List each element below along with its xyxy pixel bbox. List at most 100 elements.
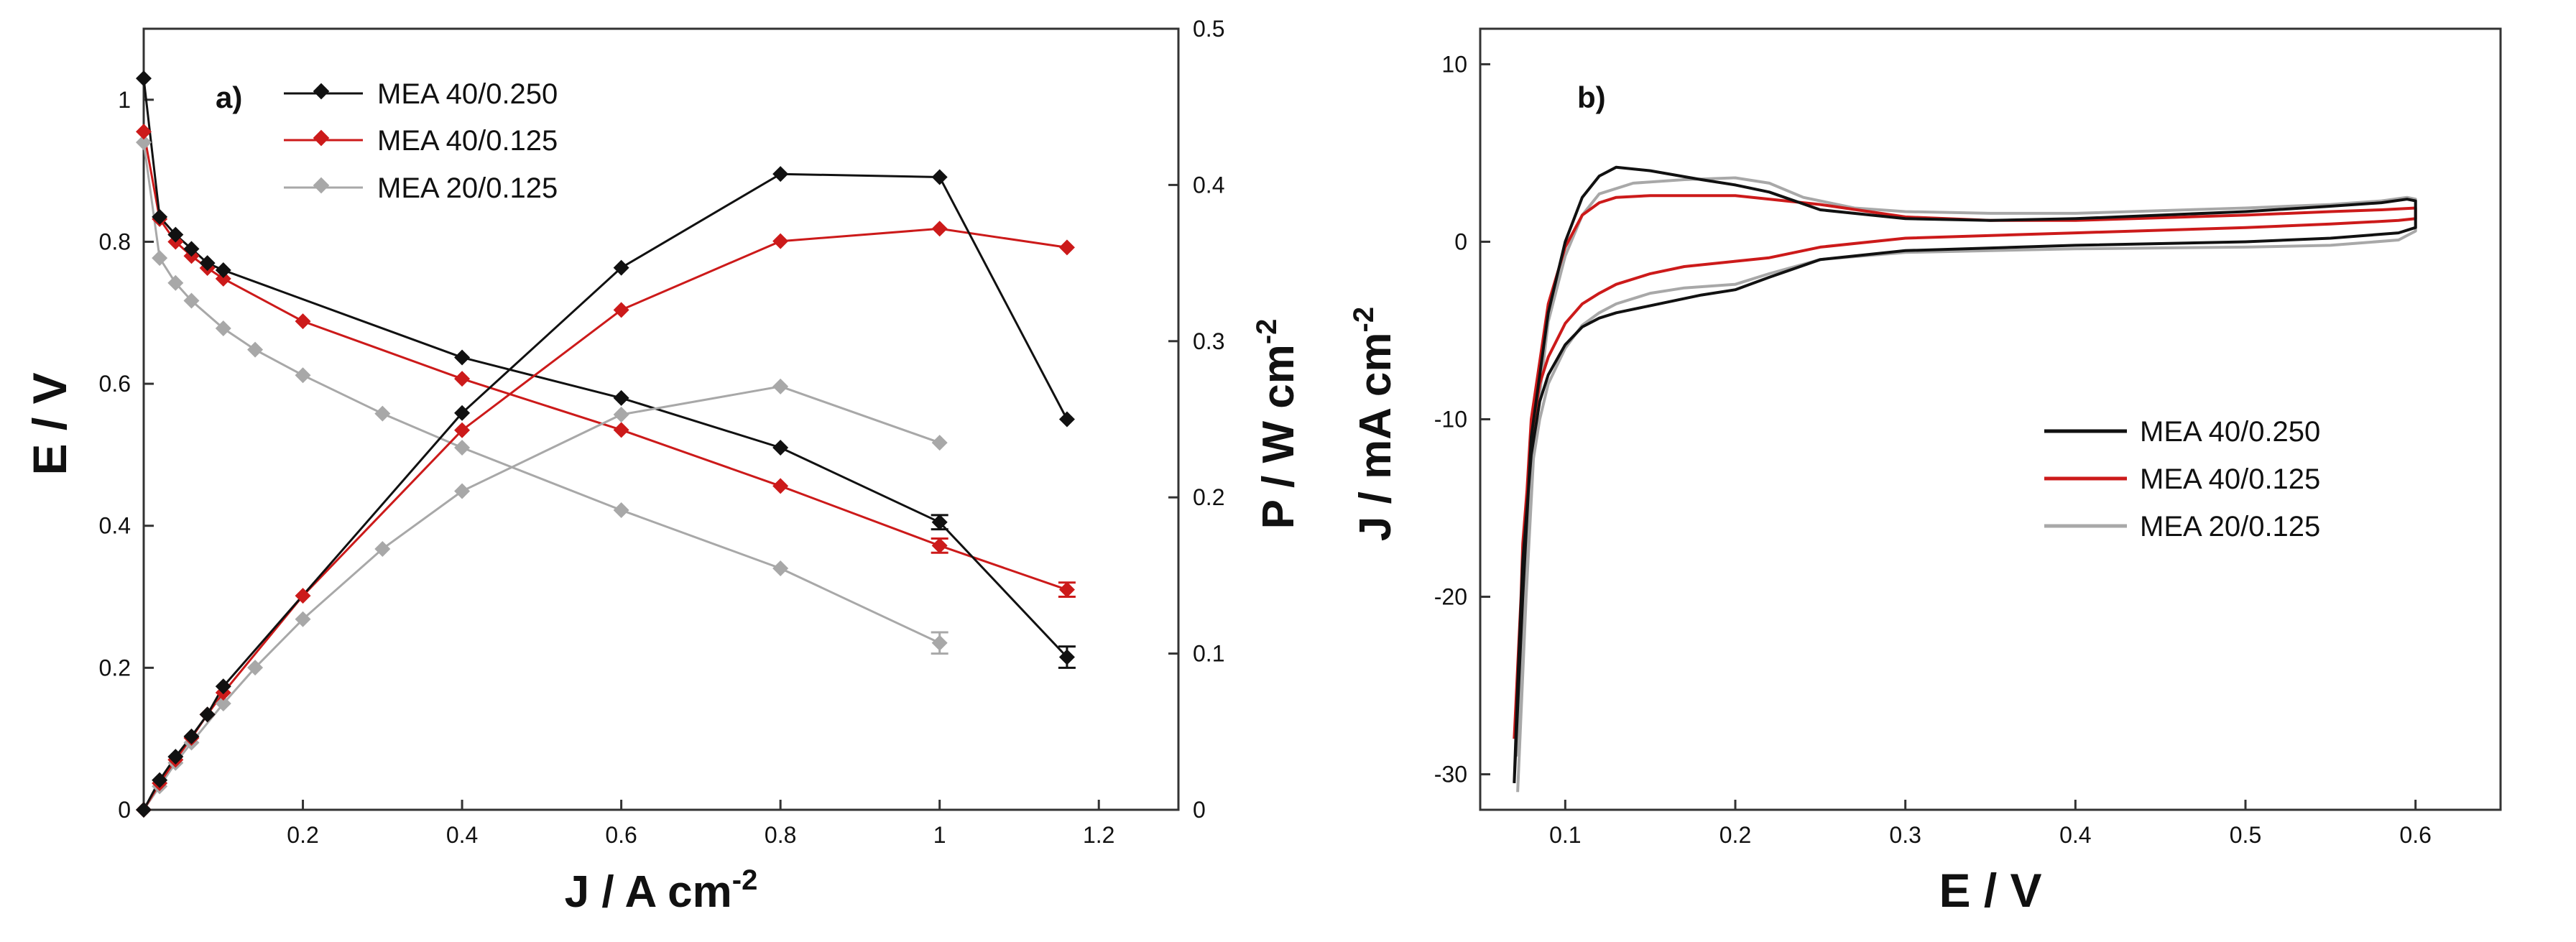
panel-b-cv-curve [1513, 194, 2417, 739]
panel-b-y-tick-label: -30 [1434, 762, 1467, 788]
panel-a-polarization-point [136, 70, 152, 87]
panel-a-x-tick-label: 1.2 [1083, 822, 1114, 848]
panel-b-plot-frame [1479, 27, 2502, 811]
panel-a-polarization-point [931, 537, 948, 554]
panel-b-y-tick-label: 10 [1441, 51, 1467, 77]
panel-a-y-tick-label: 0.2 [99, 655, 131, 680]
panel-a-power-point [295, 611, 311, 627]
panel-a-power-point [613, 302, 629, 318]
panel-b-legend-label: MEA 40/0.250 [2140, 416, 2320, 448]
panel-b-series-lines [1513, 165, 2417, 793]
panel-b-ylabel: J / mA cm-2 [1348, 307, 1400, 541]
panel-a-power-point [374, 540, 391, 557]
panel-a-y2-tick-label: 0 [1193, 797, 1206, 823]
panel-a-label: a) [216, 80, 242, 114]
panel-a-polarization-point [454, 440, 471, 456]
panel-a-power-point [247, 660, 264, 676]
panel-a-polarization-point [295, 367, 311, 384]
panel-a-polarization-point [247, 341, 264, 358]
panel-b-xlabel: E / V [1939, 864, 2041, 917]
panel-a-axis-ticks: 0.2 0.4 0.6 0.8 1 1.2 0 0.2 0.4 0.6 0.8 1 0 0.1 0.2 0.3… [99, 16, 1225, 848]
panel-a-polarization-point [199, 255, 216, 272]
panel-a-legend-label: MEA 40/0.125 [377, 125, 558, 157]
panel-a-power-point [931, 435, 948, 451]
panel-a-power-point [1058, 411, 1075, 428]
panel-a-power-point [136, 802, 152, 818]
panel-a-plot-frame [142, 27, 1180, 811]
panel-a-polarization-point [295, 313, 311, 330]
panel-b-legend-item: MEA 20/0.125 [2044, 511, 2320, 542]
panel-a-y-tick-label: 1 [118, 87, 131, 113]
panel-a-power-point [613, 259, 629, 276]
panel-a-power-point [931, 169, 948, 185]
panel-a-polarization-point [152, 208, 168, 225]
panel-a-legend-item: MEA 40/0.125 [284, 125, 558, 157]
panel-a-x-tick-label: 0.6 [605, 822, 637, 848]
panel-b-x-tick-label: 0.1 [1549, 822, 1581, 848]
panel-a-y2label-main: P / W cm [1254, 344, 1303, 529]
panel-a-data-markers [136, 70, 1076, 818]
panel-b-y-tick-label: -10 [1434, 407, 1467, 433]
panel-a-power-point [454, 405, 471, 421]
panel-b-x-tick-label: 0.5 [2230, 822, 2261, 848]
panel-b-cv-curve [1513, 165, 2417, 783]
panel-a-legend-label: MEA 20/0.125 [377, 172, 558, 204]
panel-a-polarization-point [772, 440, 789, 456]
panel-a-x-tick-label: 0.8 [765, 822, 796, 848]
panel-a-series-lines [142, 78, 1068, 811]
panel-a-power-point [215, 696, 231, 712]
panel-a-polarization-point [613, 422, 629, 438]
panel-a-legend-item: MEA 40/0.250 [284, 78, 558, 110]
panel-b-x-tick-label: 0.6 [2399, 822, 2431, 848]
panel-a-y2-tick-label: 0.2 [1193, 484, 1224, 510]
panel-b-legend-item: MEA 40/0.250 [2044, 416, 2320, 448]
panel-a-power-point [772, 378, 789, 394]
panel-a-polarization-point [931, 514, 948, 530]
panel-a-power-point [183, 728, 200, 744]
panel-a-y2-tick-label: 0.1 [1193, 641, 1224, 667]
panel-a-power-point [1058, 239, 1075, 256]
panel-a-power-point [167, 749, 184, 765]
panel-a-y2-tick-label: 0.3 [1193, 328, 1224, 354]
panel-a-polarization-point [215, 320, 231, 337]
panel-a-y2-tick-label: 0.4 [1193, 172, 1224, 198]
panel-a-y2-tick-label: 0.5 [1193, 16, 1224, 42]
panel-a-polarization-power-chart: 0.2 0.4 0.6 0.8 1 1.2 0 0.2 0.4 0.6 0.8 1 0 0.1 0.2 0.3… [23, 16, 1303, 917]
panel-a-power-line [142, 227, 1068, 811]
panel-b-legend-item: MEA 40/0.125 [2044, 463, 2320, 495]
panel-a-polarization-point [772, 478, 789, 494]
panel-b-ylabel-sup: -2 [1348, 307, 1380, 333]
panel-b-label: b) [1577, 80, 1606, 114]
panel-a-power-point [454, 422, 471, 438]
panel-a-xlabel-main: J / A cm [565, 867, 732, 917]
panel-b-legend: MEA 40/0.250 MEA 40/0.125 MEA 20/0.125 [2044, 416, 2320, 542]
panel-a-x-tick-label: 1 [933, 822, 946, 848]
panel-a-polarization-point [1058, 581, 1075, 598]
panel-a-power-line [142, 385, 941, 811]
panel-b-ylabel-main: J / mA cm [1351, 332, 1400, 541]
panel-a-power-line [142, 172, 1068, 811]
panel-a-legend-item: MEA 20/0.125 [284, 172, 558, 204]
panel-a-power-point [772, 166, 789, 183]
panel-a-polarization-line [142, 131, 1068, 591]
panel-a-y-tick-label: 0 [118, 797, 131, 823]
panel-b-cyclic-voltammetry-chart: 0.1 0.2 0.3 0.4 0.5 0.6 10 0 -10 -20 -30 b) J / mA… [1348, 27, 2502, 917]
panel-a-polarization-point [167, 274, 184, 291]
panel-a-polarization-point [136, 134, 152, 151]
panel-a-power-point [295, 588, 311, 604]
panel-a-polarization-point [152, 250, 168, 267]
panel-a-polarization-point [183, 292, 200, 309]
panel-a-x-tick-label: 0.2 [287, 822, 318, 848]
panel-a-xlabel: J / A cm-2 [565, 864, 758, 917]
panel-b-x-tick-label: 0.3 [1889, 822, 1921, 848]
panel-b-axis-ticks: 0.1 0.2 0.3 0.4 0.5 0.6 10 0 -10 -20 -30 [1434, 51, 2432, 848]
panel-a-y-tick-label: 0.6 [99, 371, 131, 397]
panel-b-legend-label: MEA 20/0.125 [2140, 511, 2320, 542]
panel-a-polarization-point [931, 634, 948, 651]
panel-a-polarization-line [142, 142, 941, 645]
panel-a-power-point [931, 221, 948, 237]
panel-b-y-tick-label: 0 [1454, 228, 1467, 254]
panel-a-power-point [199, 706, 216, 723]
panel-a-power-point [215, 678, 231, 695]
panel-b-y-tick-label: -20 [1434, 584, 1467, 610]
